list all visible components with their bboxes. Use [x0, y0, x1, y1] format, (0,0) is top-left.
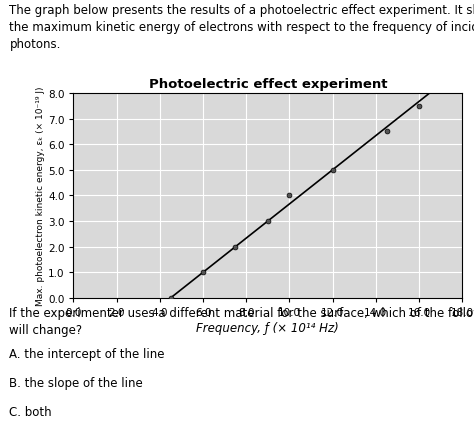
Text: The graph below presents the results of a photoelectric effect experiment. It sh: The graph below presents the results of …	[9, 4, 474, 51]
Text: B. the slope of the line: B. the slope of the line	[9, 376, 143, 389]
Text: A. the intercept of the line: A. the intercept of the line	[9, 347, 165, 360]
Title: Photoelectric effect experiment: Photoelectric effect experiment	[148, 78, 387, 91]
X-axis label: Frequency, ƒ (× 10¹⁴ Hz): Frequency, ƒ (× 10¹⁴ Hz)	[196, 321, 339, 334]
Text: If the experimenter uses a different material for the surface, which of the foll: If the experimenter uses a different mat…	[9, 307, 474, 337]
Y-axis label: Max. photoelectron kinetic energy, εₖ (× 10⁻¹⁹ J): Max. photoelectron kinetic energy, εₖ (×…	[36, 86, 45, 305]
Text: C. both: C. both	[9, 405, 52, 418]
